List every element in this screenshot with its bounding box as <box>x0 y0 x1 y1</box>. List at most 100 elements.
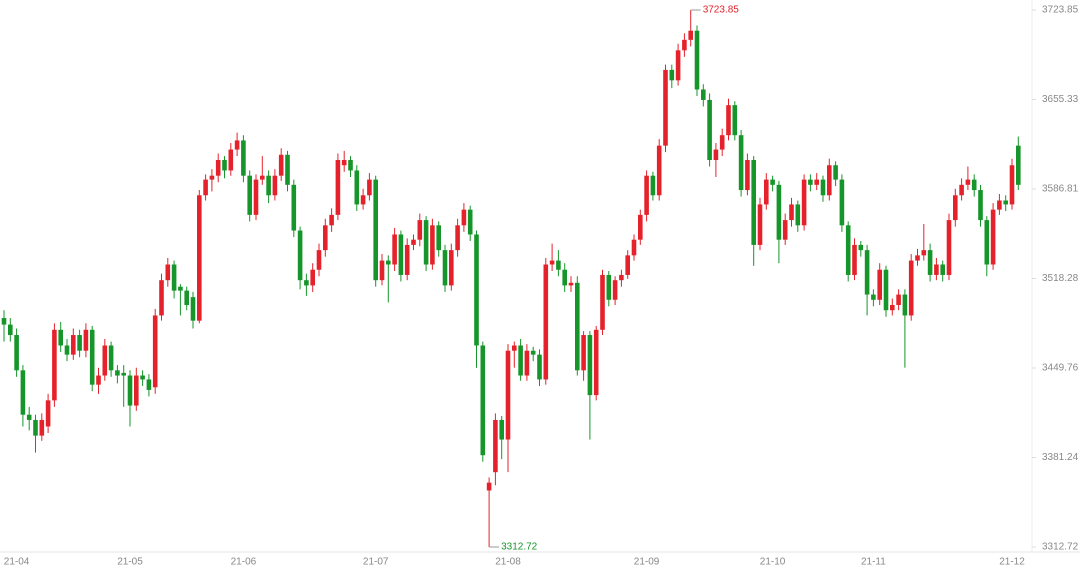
candle-body <box>600 274 605 330</box>
candle-body <box>39 419 45 436</box>
candle-body <box>915 255 920 261</box>
max-label: 3723.85 <box>703 5 740 16</box>
candle-body <box>134 375 139 406</box>
candle-body <box>827 165 832 196</box>
candle-body <box>20 370 26 415</box>
candle-body <box>820 179 826 196</box>
candle-body <box>839 179 845 226</box>
candle-body <box>335 160 341 215</box>
candle-body <box>467 209 473 235</box>
candle-body <box>631 239 637 256</box>
candle-body <box>864 250 870 295</box>
candle-body <box>266 175 271 196</box>
candle-body <box>858 244 864 251</box>
x-tick-label: 21-09 <box>634 557 660 568</box>
candle-body <box>222 160 227 171</box>
candle-body <box>934 264 939 275</box>
candle-body <box>323 225 328 251</box>
candle-body <box>83 329 89 351</box>
candle-body <box>808 179 813 185</box>
candle-body <box>152 315 158 388</box>
candle-body <box>625 255 630 275</box>
candle-body <box>52 329 57 401</box>
candle-body <box>770 179 775 185</box>
candle-body <box>719 135 725 150</box>
candle-body <box>971 179 977 191</box>
min-label: 3312.72 <box>501 542 538 553</box>
candle-body <box>801 179 807 226</box>
candle-body <box>96 375 101 385</box>
candle-body <box>606 274 612 300</box>
candle-body <box>518 345 523 376</box>
candle-body <box>669 69 675 81</box>
candle-body <box>908 260 914 316</box>
candle-body <box>272 175 278 196</box>
x-tick-label: 21-04 <box>4 557 30 568</box>
candle-body <box>581 335 586 371</box>
candle-body <box>184 290 189 305</box>
candle-body <box>965 179 971 185</box>
candle-body <box>297 230 303 281</box>
candle-body <box>871 294 876 300</box>
x-tick-label: 21-12 <box>999 557 1025 568</box>
candle-body <box>946 220 952 275</box>
candle-body <box>304 280 309 286</box>
candle-body <box>575 282 580 371</box>
candle-body <box>543 264 549 380</box>
candle-body <box>316 250 322 270</box>
candle-body <box>474 234 479 346</box>
y-tick-label: 3449.76 <box>1042 363 1079 374</box>
candle-body <box>1016 145 1021 185</box>
candle-body <box>984 220 990 265</box>
candle-body <box>386 260 391 265</box>
candle-body <box>845 225 851 275</box>
candle-body <box>959 184 964 196</box>
candle-body <box>127 375 133 406</box>
candle-body <box>115 370 120 376</box>
candle-body <box>896 294 901 305</box>
candle-body <box>990 209 996 265</box>
y-tick-label: 3312.72 <box>1042 542 1079 553</box>
candle-body <box>782 220 788 240</box>
candle-body <box>638 214 643 240</box>
candle-body <box>1009 165 1015 205</box>
candle-body <box>480 345 486 456</box>
candle-body <box>423 220 429 265</box>
candle-body <box>524 350 530 376</box>
candle-body <box>455 225 460 251</box>
candle-body <box>310 269 315 286</box>
candle-body <box>392 234 397 265</box>
candle-body <box>587 335 593 396</box>
candle-body <box>1003 200 1008 205</box>
candle-body <box>45 400 51 427</box>
candle-body <box>234 140 240 150</box>
x-tick-label: 21-07 <box>363 557 389 568</box>
candle-body <box>644 175 649 215</box>
candle-body <box>260 175 265 180</box>
candle-body <box>417 220 423 240</box>
y-tick-label: 3586.81 <box>1042 184 1079 195</box>
candle-body <box>341 160 347 166</box>
candle-body <box>486 482 492 491</box>
candle-body <box>108 345 114 371</box>
candle-body <box>549 260 555 265</box>
candle-body <box>726 105 731 136</box>
candle-body <box>398 234 404 275</box>
candle-body <box>411 239 416 245</box>
candle-body <box>663 69 668 146</box>
candle-body <box>757 204 763 245</box>
candle-body <box>14 335 19 371</box>
candle-body <box>379 260 385 281</box>
x-tick-label: 21-11 <box>861 557 886 568</box>
candle-body <box>682 39 687 51</box>
candle-body <box>33 419 38 436</box>
candle-body <box>795 204 801 226</box>
candle-body <box>764 179 769 205</box>
candle-body <box>215 160 221 176</box>
candle-body <box>556 260 561 270</box>
x-tick-label: 21-06 <box>231 557 257 568</box>
candle-body <box>140 375 145 380</box>
candle-body <box>121 372 126 376</box>
y-tick-label: 3518.28 <box>1042 273 1079 284</box>
candle-body <box>852 244 857 275</box>
